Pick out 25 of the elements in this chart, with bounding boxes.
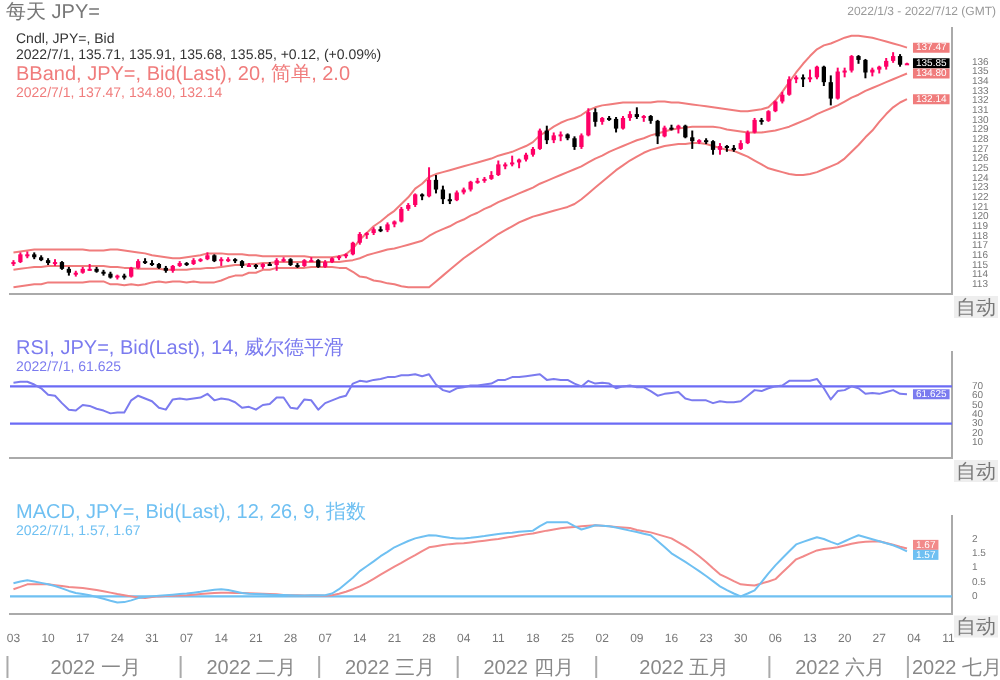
y-axis-title: 自动 [956, 459, 996, 484]
text: 2022 七月 [911, 655, 1000, 680]
candlestick [828, 74, 833, 107]
chart-title: 每天 JPY= [6, 0, 101, 24]
text: 2022 五月 [639, 657, 730, 680]
text: 2022 二月 [206, 657, 297, 680]
candlestick [655, 118, 660, 146]
candlestick [537, 127, 543, 151]
annotation: RSI, JPY=, Bid(Last), 14, 威尔德平滑 [16, 335, 345, 360]
y-axis-title: 自动 [956, 615, 996, 640]
text: 2022 六月 [795, 655, 886, 680]
candlestick [690, 129, 695, 150]
candlestick [821, 64, 827, 88]
candlestick [835, 66, 840, 101]
candlestick [593, 107, 598, 128]
annotation: MACD, JPY=, Bid(Last), 12, 26, 9, 指数 [16, 499, 366, 524]
candlestick [426, 166, 432, 199]
text: 2022 三月 [344, 657, 435, 680]
candlestick [433, 174, 439, 195]
candlestick [787, 75, 792, 97]
annotation: BBand, JPY=, Bid(Last), 20, 简单, 2.0 [16, 61, 351, 86]
candlestick [863, 57, 868, 80]
text: 2022 一月 [50, 657, 141, 680]
text: 2022 四月 [483, 657, 574, 680]
y-axis-title: 自动 [956, 295, 996, 320]
